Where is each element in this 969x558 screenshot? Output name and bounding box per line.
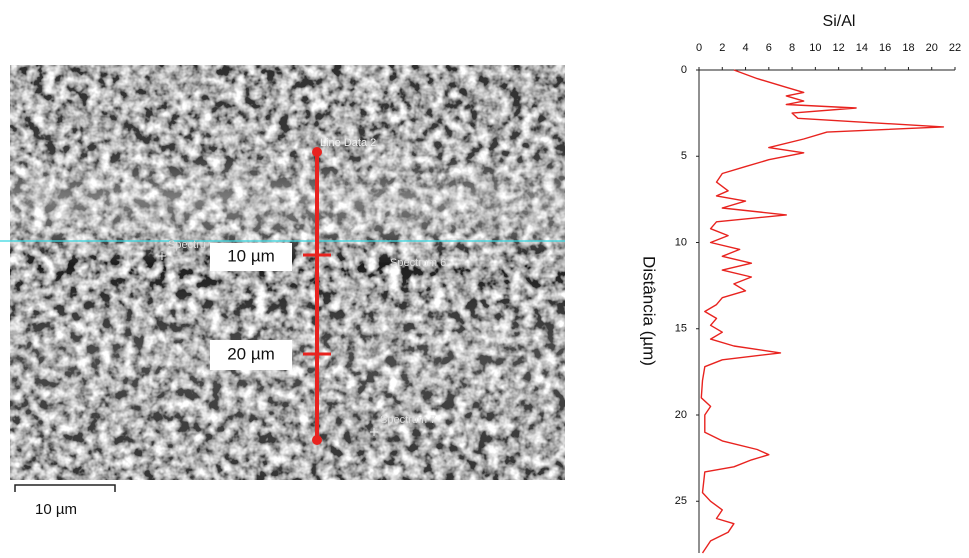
tick-label: 6 (766, 42, 772, 54)
tick-label: 15 (675, 323, 687, 335)
tick-label: 16 (879, 42, 891, 54)
tick-label: 0 (681, 64, 687, 76)
spectrum-label: Spectrum 7 (380, 414, 436, 426)
micrograph: Line Data 2 Spectru Spectrum 6 Spectrum … (0, 65, 565, 518)
scale-bar-label: 10 µm (35, 501, 77, 518)
sem-image (10, 65, 565, 480)
line-label: Line Data 2 (320, 137, 376, 149)
tick-label: 4 (742, 42, 748, 54)
tick-label: 10 (675, 236, 687, 248)
spectrum-label: Spectrum 6 (390, 257, 446, 269)
marker-box (210, 243, 292, 271)
tick-label: 25 (675, 495, 687, 507)
chart-title: Si/Al (823, 13, 856, 30)
line-start (312, 147, 322, 157)
tick-label: 12 (833, 42, 845, 54)
tick-label: 22 (949, 42, 961, 54)
tick-label: 20 (926, 42, 938, 54)
spectrum-cross (158, 252, 378, 436)
marker-box (210, 340, 292, 370)
marker-label: 10 µm (227, 246, 275, 265)
line-end (312, 435, 322, 445)
scale-bar (14, 484, 116, 492)
spectrum-label: Spectru (168, 239, 206, 251)
tick-label: 20 (675, 409, 687, 421)
marker-label: 20 µm (227, 344, 275, 363)
tick-label: 14 (856, 42, 868, 54)
tick-label: 2 (719, 42, 725, 54)
tick-label: 10 (809, 42, 821, 54)
tick-label: 8 (789, 42, 795, 54)
tick-label: 5 (681, 150, 687, 162)
axis-label: Distância (µm) (640, 256, 659, 366)
tick-label: 18 (902, 42, 914, 54)
profile-line (700, 69, 945, 554)
tick-label: 0 (696, 42, 702, 54)
profile-chart: Si/Al Distância (µm) 0 2 4 6 8 10 12 14 16 18 20 22… (640, 13, 961, 554)
